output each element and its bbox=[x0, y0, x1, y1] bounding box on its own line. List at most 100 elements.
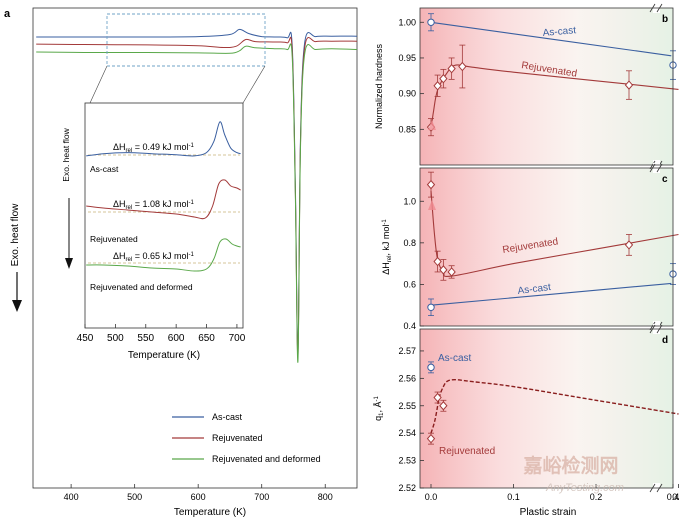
inset-x-axis: 450 500 550 600 650 700 bbox=[77, 324, 246, 344]
panel-d-letter: d bbox=[662, 335, 668, 346]
y-tick-label: 0.90 bbox=[398, 89, 416, 99]
data-point bbox=[624, 234, 634, 256]
legend-label: As-cast bbox=[212, 412, 243, 422]
data-point bbox=[439, 259, 448, 281]
inset-arrow-icon bbox=[65, 198, 73, 269]
y-tick-label: 0.95 bbox=[398, 53, 416, 63]
x-tick-label: 500 bbox=[127, 492, 142, 502]
y-tick-label: 2.52 bbox=[398, 483, 416, 493]
panel-d-xlabel: Plastic strain bbox=[520, 507, 577, 518]
inset-curve-label: Rejuvenated and deformed bbox=[90, 282, 193, 292]
y-tick-label: 0.4 bbox=[403, 321, 416, 331]
y-tick-label: 2.53 bbox=[398, 456, 416, 466]
panel-c-frame bbox=[419, 167, 674, 327]
series-line-rejuvenated bbox=[36, 36, 358, 358]
x-tick-label: 600 bbox=[191, 492, 206, 502]
x-tick-label: 400 bbox=[64, 492, 79, 502]
data-point bbox=[427, 13, 435, 32]
data-point bbox=[426, 432, 436, 445]
fit-line-as-cast bbox=[430, 282, 672, 306]
series-label-as-cast: As-cast bbox=[542, 25, 576, 39]
inset-x-tick-label: 500 bbox=[107, 333, 124, 344]
rejuvenation-arrow-icon bbox=[428, 120, 436, 210]
panel-d-axes: 2.52 2.53 2.54 2.55 2.56 2.57 q1, Å-1 0.0 0.1 0.2… bbox=[373, 324, 680, 502]
data-point bbox=[433, 391, 442, 404]
data-point bbox=[447, 57, 456, 80]
watermark-url: AnyTesting.com bbox=[545, 482, 624, 494]
y-tick-label: 1.0 bbox=[403, 196, 416, 206]
inset-curve-label: Rejuvenated bbox=[90, 234, 138, 244]
inset-curve-label: As-cast bbox=[90, 164, 119, 174]
panels-bcd: 0.85 0.90 0.95 1.00 Normalized hardness As-ca… bbox=[373, 3, 680, 518]
y-tick-label: 0.6 bbox=[403, 279, 416, 289]
data-point bbox=[447, 265, 456, 279]
delta-h-annotation: ΔHrel = 1.08 kJ mol-1 bbox=[113, 199, 194, 211]
inset-x-tick-label: 600 bbox=[168, 333, 185, 344]
data-point bbox=[426, 171, 436, 198]
inset-x-tick-label: 450 bbox=[77, 333, 94, 344]
x-tick-label: 0.1 bbox=[507, 492, 520, 502]
data-point bbox=[624, 70, 634, 100]
zoom-box bbox=[106, 13, 266, 67]
data-point bbox=[427, 298, 435, 317]
x-tick-label: 0.4 bbox=[667, 492, 680, 502]
zoom-connector bbox=[89, 65, 108, 104]
inset-x-tick-label: 700 bbox=[229, 333, 246, 344]
inset-annotations: ΔHrel = 0.49 kJ mol-1 As-cast ΔHrel = 1.08… bbox=[90, 142, 194, 292]
panel-a-legend: As-cast Rejuvenated Rejuvenated and deform… bbox=[172, 412, 321, 464]
panel-c-letter: c bbox=[662, 174, 668, 185]
x-tick-label: 800 bbox=[318, 492, 333, 502]
y-tick-label: 2.55 bbox=[398, 401, 416, 411]
fit-line-rejuvenated bbox=[430, 378, 679, 434]
panel-b-ylabel: Normalized hardness bbox=[374, 43, 384, 129]
data-point bbox=[439, 399, 448, 412]
x-tick-label: 700 bbox=[254, 492, 269, 502]
inset-xlabel: Temperature (K) bbox=[128, 350, 200, 361]
panel-d-frame bbox=[419, 328, 674, 489]
panel-a-ylabel: Exo. heat flow bbox=[10, 203, 21, 267]
inset-line-rejuvenated-and-deformed bbox=[86, 238, 241, 272]
data-point bbox=[427, 361, 435, 374]
data-point bbox=[439, 68, 448, 89]
legend-label: Rejuvenated bbox=[212, 433, 263, 443]
fit-line-rejuvenated bbox=[430, 64, 679, 130]
inset-frame bbox=[84, 102, 244, 329]
fit-line-as-cast bbox=[430, 21, 672, 57]
panel-a-series bbox=[36, 28, 358, 363]
panel-a-frame bbox=[32, 7, 358, 489]
x-tick-label: 0.3 bbox=[672, 492, 680, 502]
series-line-rejuvenated-and-deformed bbox=[36, 43, 358, 363]
panel-b-letter: b bbox=[662, 14, 668, 25]
legend-label: Rejuvenated and deformed bbox=[212, 454, 321, 464]
watermark-text: 嘉峪检测网 bbox=[522, 454, 618, 477]
y-tick-label: 0.8 bbox=[403, 238, 416, 248]
inset-x-tick-label: 650 bbox=[198, 333, 215, 344]
data-point bbox=[433, 250, 442, 273]
series-label-as-cast: As-cast bbox=[517, 282, 552, 297]
fit-line-rejuvenated bbox=[430, 190, 679, 277]
inset: Exo. heat flow 450 500 550 600 650 700 Temper… bbox=[61, 102, 246, 361]
panel-b-frame bbox=[419, 7, 674, 166]
panels-bcd-content: 0.85 0.90 0.95 1.00 Normalized hardness As-ca… bbox=[373, 3, 680, 502]
delta-h-annotation: ΔHrel = 0.65 kJ mol-1 bbox=[113, 251, 194, 263]
series-label-rejuvenated: Rejuvenated bbox=[439, 446, 495, 457]
x-tick-label: 0.0 bbox=[425, 492, 438, 502]
inset-series bbox=[86, 121, 241, 272]
y-tick-label: 2.56 bbox=[398, 373, 416, 383]
panel-a: a Exo. heat flow 400 500 600 700 800 Tempera… bbox=[4, 7, 358, 518]
panel-a-letter: a bbox=[4, 8, 11, 20]
panel-a-xlabel: Temperature (K) bbox=[174, 507, 246, 518]
inset-ylabel: Exo. heat flow bbox=[61, 127, 71, 181]
y-tick-label: 1.00 bbox=[398, 17, 416, 27]
inset-line-as-cast bbox=[86, 121, 241, 157]
data-point bbox=[433, 74, 442, 97]
inset-line-rejuvenated bbox=[86, 179, 241, 220]
data-point bbox=[458, 44, 467, 89]
zoom-connector bbox=[242, 65, 266, 104]
panel-c-ylabel: ΔHrel, kJ mol-1 bbox=[381, 219, 393, 275]
y-tick-label: 2.57 bbox=[398, 346, 416, 356]
x-tick-label: 0.2 bbox=[590, 492, 603, 502]
panel-d-bg bbox=[420, 329, 673, 488]
watermark: 嘉峪检测网 AnyTesting.com bbox=[522, 454, 623, 494]
